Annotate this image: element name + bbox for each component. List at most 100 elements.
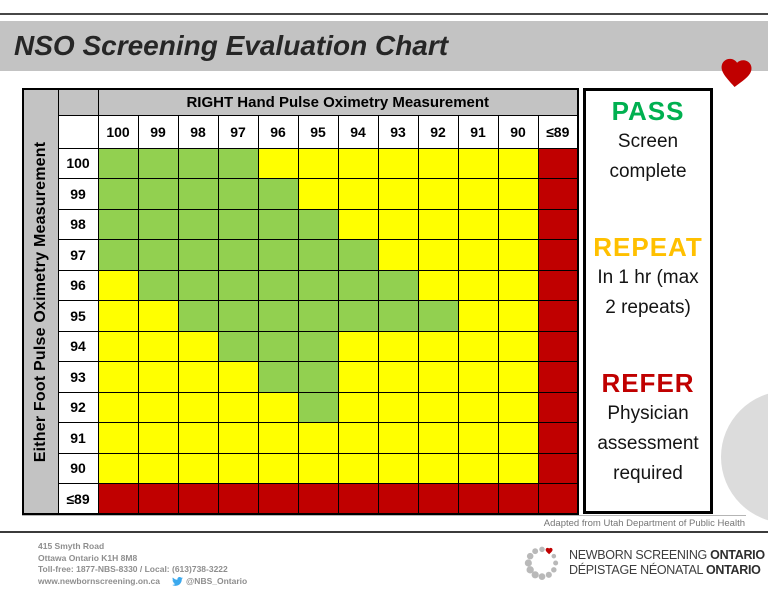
grid-cell-repeat	[297, 422, 339, 454]
grid-cell-repeat	[97, 452, 139, 484]
grid-cell-repeat	[377, 239, 419, 271]
grid-cell-repeat	[137, 391, 179, 423]
column-header: 94	[337, 114, 379, 149]
grid-cell-pass	[137, 208, 179, 240]
row-header: 96	[57, 269, 99, 301]
grid-row: 96	[23, 269, 579, 301]
grid-cell-repeat	[297, 452, 339, 484]
grid-cell-repeat	[417, 361, 459, 393]
grid-cell-repeat	[457, 269, 499, 301]
grid-cell-repeat	[337, 361, 379, 393]
legend-item-pass: PASS Screen complete	[592, 95, 704, 187]
row-header: 97	[57, 239, 99, 271]
grid-cell-pass	[217, 239, 259, 271]
grid-cell-pass	[177, 239, 219, 271]
grid-cell-pass	[177, 208, 219, 240]
grid-cell-repeat	[417, 330, 459, 362]
grid-cell-repeat	[217, 361, 259, 393]
grid-cell-pass	[377, 269, 419, 301]
grid-cell-repeat	[337, 391, 379, 423]
page-title: NSO Screening Evaluation Chart	[14, 30, 449, 61]
grid-cell-repeat	[497, 361, 539, 393]
grid-cell-refer	[137, 483, 179, 515]
column-header: 98	[177, 114, 219, 149]
grid-cell-repeat	[497, 330, 539, 362]
legend-item-label: REFER	[601, 368, 695, 398]
grid-header-row: Either Foot Pulse Oximetry Measurement R…	[22, 88, 579, 515]
grid-cell-pass	[177, 269, 219, 301]
grid-cell-pass	[217, 300, 259, 332]
grid-cell-repeat	[177, 422, 219, 454]
grid-cell-repeat	[497, 178, 539, 210]
y-axis-label: Either Foot Pulse Oximetry Measurement	[31, 141, 49, 462]
grid-cell-pass	[297, 208, 339, 240]
row-header: 98	[57, 208, 99, 240]
grid-cell-repeat	[497, 422, 539, 454]
grid-row: 90	[23, 452, 579, 484]
grid-cell-repeat	[217, 422, 259, 454]
grid-cell-pass	[217, 147, 259, 179]
grid-cell-repeat	[377, 330, 419, 362]
grid-cell-refer	[257, 483, 299, 515]
grid-row: 100	[23, 147, 579, 179]
y-axis-label-cell: Either Foot Pulse Oximetry Measurement	[22, 88, 59, 515]
grid-cell-repeat	[497, 239, 539, 271]
column-header: 93	[377, 114, 419, 149]
grid-cell-repeat	[417, 452, 459, 484]
grid-row: 92	[23, 391, 579, 423]
grid-cell-repeat	[457, 422, 499, 454]
grid-row: 91	[23, 422, 579, 454]
row-header: 93	[57, 361, 99, 393]
grid-cell-repeat	[137, 300, 179, 332]
grid-cell-refer	[217, 483, 259, 515]
grid-cell-repeat	[457, 391, 499, 423]
column-header: 92	[417, 114, 459, 149]
footer-web-line: www.newbornscreening.on.ca @NBS_Ontario	[38, 576, 247, 588]
decorative-circle	[721, 391, 768, 523]
oximetry-grid: Either Foot Pulse Oximetry Measurement R…	[22, 88, 579, 515]
grid-cell-repeat	[457, 300, 499, 332]
x-axis-label: RIGHT Hand Pulse Oximetry Measurement	[97, 88, 579, 116]
grid-cell-repeat	[257, 147, 299, 179]
grid-cell-pass	[177, 178, 219, 210]
grid-cell-refer	[537, 452, 579, 484]
grid-cell-pass	[297, 239, 339, 271]
column-header: 91	[457, 114, 499, 149]
grid-row: 94	[23, 330, 579, 362]
grid-cell-repeat	[97, 422, 139, 454]
grid-cell-repeat	[377, 147, 419, 179]
title-band: NSO Screening Evaluation Chart	[0, 21, 768, 71]
grid-cell-repeat	[97, 330, 139, 362]
logo-line1: NEWBORN SCREENING ONTARIO	[569, 548, 765, 562]
grid-cell-repeat	[497, 452, 539, 484]
grid-row: 95	[23, 300, 579, 332]
grid-cell-repeat	[457, 361, 499, 393]
grid-cell-pass	[217, 208, 259, 240]
grid-cell-pass	[177, 147, 219, 179]
grid-cell-repeat	[417, 269, 459, 301]
column-header: 95	[297, 114, 339, 149]
grid-cell-repeat	[457, 208, 499, 240]
grid-cell-repeat	[97, 391, 139, 423]
grid-row: 93	[23, 361, 579, 393]
grid-cell-refer	[377, 483, 419, 515]
legend-item-refer: REFER Physician assessment required	[592, 367, 704, 489]
footer-website: www.newbornscreening.on.ca	[38, 575, 161, 586]
footer-contact: 415 Smyth Road Ottawa Ontario K1H 8M8 To…	[38, 541, 247, 587]
grid-cell-pass	[97, 208, 139, 240]
column-header: ≤89	[537, 114, 579, 149]
grid-cell-repeat	[417, 178, 459, 210]
grid-cell-repeat	[97, 300, 139, 332]
row-header: 90	[57, 452, 99, 484]
grid-cell-repeat	[257, 391, 299, 423]
grid-cell-repeat	[377, 361, 419, 393]
nso-logo-text: NEWBORN SCREENING ONTARIO DÉPISTAGE NÉON…	[569, 548, 765, 578]
grid-cell-refer	[97, 483, 139, 515]
grid-cell-repeat	[377, 452, 419, 484]
grid-cell-repeat	[337, 147, 379, 179]
grid-body: Either Foot Pulse Oximetry Measurement R…	[22, 88, 579, 515]
column-header: 90	[497, 114, 539, 149]
row-header: 94	[57, 330, 99, 362]
grid-cell-pass	[337, 269, 379, 301]
